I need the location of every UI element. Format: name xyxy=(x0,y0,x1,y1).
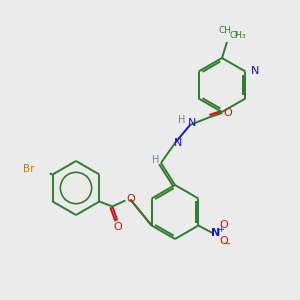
Text: O: O xyxy=(126,194,135,205)
Text: 3: 3 xyxy=(233,31,238,37)
Text: N: N xyxy=(174,138,182,148)
Text: −: − xyxy=(223,239,231,250)
Text: O: O xyxy=(224,108,232,118)
Text: H: H xyxy=(178,115,186,125)
Text: CH: CH xyxy=(218,26,232,35)
Text: Br: Br xyxy=(23,164,34,175)
Text: N: N xyxy=(211,229,220,238)
Text: O: O xyxy=(219,236,228,247)
Text: CH₃: CH₃ xyxy=(229,31,246,40)
Text: H: H xyxy=(152,155,160,165)
Text: N: N xyxy=(188,118,196,128)
Text: N: N xyxy=(250,67,259,76)
Text: O: O xyxy=(219,220,228,230)
Text: +: + xyxy=(217,225,224,234)
Text: O: O xyxy=(113,223,122,232)
